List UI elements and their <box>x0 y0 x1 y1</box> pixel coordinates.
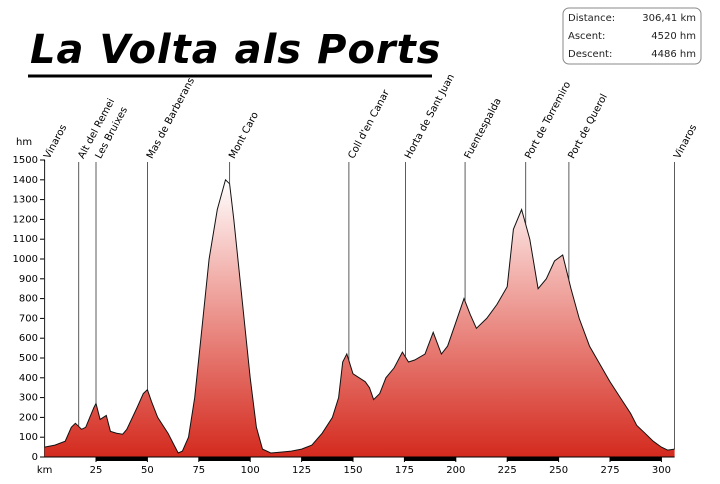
y-tick-label: 600 <box>19 333 38 344</box>
y-tick-label: 800 <box>19 294 38 305</box>
y-tick-label: 900 <box>19 274 38 285</box>
waypoint-label: Mont Caro <box>227 110 261 160</box>
scale-bar <box>507 457 559 461</box>
x-tick-label: 250 <box>549 465 568 476</box>
waypoint-label: Vinaros <box>42 123 69 161</box>
x-tick-label: 150 <box>343 465 362 476</box>
waypoint-label: Vinaros <box>672 123 699 161</box>
scale-bar <box>96 457 148 461</box>
y-tick-label: 0 <box>32 452 38 463</box>
elevation-line <box>44 178 675 454</box>
scale-bar <box>198 457 251 461</box>
y-tick-label: 700 <box>19 313 38 324</box>
x-axis-label: km <box>37 465 53 476</box>
y-tick-label: 1300 <box>13 195 38 206</box>
waypoint-label: Mas de Barberans <box>145 76 197 161</box>
scale-bar <box>404 457 456 461</box>
x-tick-label: 200 <box>446 465 465 476</box>
y-tick-label: 1100 <box>13 234 38 245</box>
stat-label: Ascent: <box>568 31 605 42</box>
scale-bar <box>301 457 354 461</box>
stat-value: 306,41 km <box>642 13 696 24</box>
elevation-area <box>44 179 675 458</box>
x-tick-label: 75 <box>192 465 205 476</box>
waypoint-label: Coll d'en Canar <box>346 88 392 161</box>
stat-label: Descent: <box>568 49 612 60</box>
x-tick-label: 50 <box>141 465 154 476</box>
y-tick-label: 1500 <box>13 155 38 166</box>
x-tick-label: 225 <box>498 465 517 476</box>
waypoint-label: Port de Torremiro <box>523 80 573 161</box>
x-tick-label: 100 <box>241 465 260 476</box>
stats-box <box>562 7 702 65</box>
y-axis-label: hm <box>16 137 32 148</box>
chart-title: La Volta als Ports <box>30 27 442 73</box>
x-tick-label: 175 <box>395 465 414 476</box>
scale-bar <box>610 457 662 461</box>
y-tick-label: 100 <box>19 432 38 443</box>
stat-label: Distance: <box>568 13 615 24</box>
waypoint-label: Horta de Sant Juan <box>403 72 457 160</box>
stat-value: 4486 hm <box>651 49 696 60</box>
x-tick-label: 275 <box>600 465 619 476</box>
x-tick-label: 25 <box>90 465 103 476</box>
y-tick-label: 1200 <box>13 214 38 225</box>
y-tick-label: 300 <box>19 393 38 404</box>
stat-value: 4520 hm <box>651 31 696 42</box>
x-tick-label: 300 <box>652 465 671 476</box>
y-tick-label: 200 <box>19 412 38 423</box>
y-tick-label: 400 <box>19 373 38 384</box>
waypoint-label: Port de Querol <box>566 92 609 161</box>
y-tick-label: 1400 <box>13 175 38 186</box>
waypoint-label: Fuentespalda <box>463 96 504 160</box>
x-tick-label: 125 <box>292 465 311 476</box>
y-tick-label: 500 <box>19 353 38 364</box>
y-tick-label: 1000 <box>13 254 38 265</box>
